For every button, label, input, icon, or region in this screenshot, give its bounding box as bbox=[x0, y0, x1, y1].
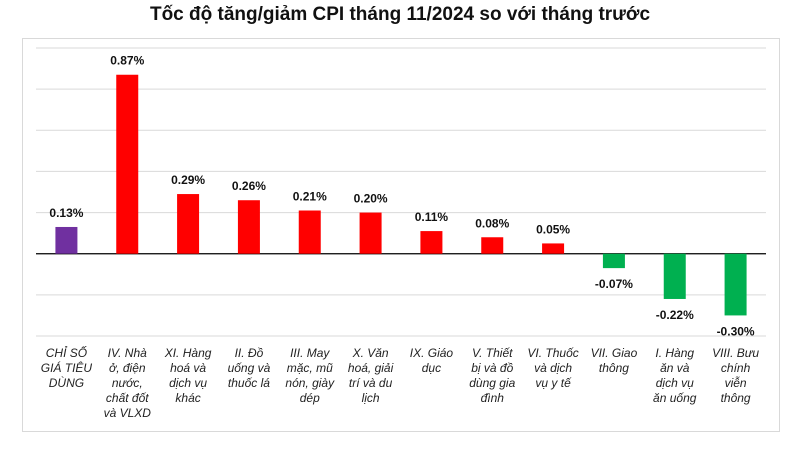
bar-9 bbox=[542, 243, 565, 254]
data-label-8: 0.08% bbox=[475, 216, 509, 230]
category-label-2: IV. Nhà ở, điện nước, chất đốt và VLXD bbox=[104, 346, 152, 420]
bar-3 bbox=[177, 194, 200, 254]
category-label-3: XI. Hàng hoá và dịch vụ khác bbox=[164, 346, 212, 405]
bar-10 bbox=[602, 253, 625, 269]
data-label-2: 0.87% bbox=[110, 54, 144, 68]
category-label-9: VI. Thuốc và dịch vụ y tế bbox=[527, 346, 578, 390]
data-label-7: 0.11% bbox=[415, 210, 449, 224]
bar-8 bbox=[481, 237, 504, 254]
category-label-1: CHỈ SỐ GIÁ TIÊU DÙNG bbox=[41, 345, 93, 390]
data-label-3: 0.29% bbox=[171, 173, 205, 187]
data-label-5: 0.21% bbox=[293, 190, 327, 204]
category-label-10: VII. Giao thông bbox=[591, 346, 638, 375]
category-label-6: X. Văn hoá, giải trí và du lịch bbox=[348, 346, 394, 405]
category-label-4: II. Đồ uống và thuốc lá bbox=[228, 346, 271, 390]
category-label-11: I. Hàng ăn và dịch vụ ăn uống bbox=[653, 346, 697, 405]
category-label-12: VIII. Bưu chính viễn thông bbox=[712, 346, 759, 405]
bar-5 bbox=[298, 210, 321, 254]
bar-2 bbox=[116, 74, 139, 254]
bar-4 bbox=[237, 200, 260, 254]
data-label-4: 0.26% bbox=[232, 179, 266, 193]
data-label-6: 0.20% bbox=[354, 192, 388, 206]
category-label-7: IX. Giáo dục bbox=[410, 346, 454, 375]
bar-1 bbox=[55, 226, 78, 254]
data-label-11: -0.22% bbox=[656, 308, 694, 322]
category-label-8: V. Thiết bị và đồ dùng gia đình bbox=[469, 346, 515, 405]
chart-title: Tốc độ tăng/giảm CPI tháng 11/2024 so vớ… bbox=[149, 4, 651, 25]
data-label-10: -0.07% bbox=[595, 277, 633, 291]
bar-12 bbox=[724, 253, 747, 316]
bar-11 bbox=[663, 253, 686, 299]
data-label-12: -0.30% bbox=[717, 324, 755, 338]
bar-7 bbox=[420, 231, 443, 254]
data-label-1: 0.13% bbox=[49, 206, 83, 220]
category-label-5: III. May mặc, mũ nón, giày dép bbox=[285, 346, 335, 405]
bar-6 bbox=[359, 212, 382, 254]
chart-frame bbox=[22, 38, 780, 432]
data-label-9: 0.05% bbox=[536, 222, 570, 236]
